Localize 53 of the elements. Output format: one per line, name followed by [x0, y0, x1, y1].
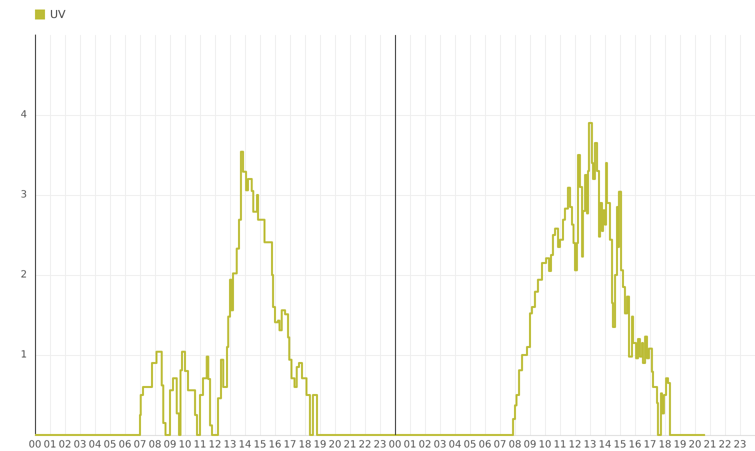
x-tick-label: 09 [524, 440, 536, 450]
x-tick-label: 06 [118, 440, 132, 450]
x-tick-label: 11 [554, 440, 566, 450]
x-tick-label: 02 [58, 440, 72, 450]
y-tick-label: 3 [20, 190, 27, 200]
x-tick-label: 03 [434, 440, 446, 450]
x-tick-label: 16 [628, 440, 642, 450]
x-tick-label: 14 [598, 440, 612, 450]
x-tick-label: 22 [358, 440, 372, 450]
y-tick-label: 2 [20, 270, 27, 280]
x-tick-label: 01 [404, 440, 416, 450]
x-tick-label: 08 [148, 440, 162, 450]
x-tick-label: 20 [328, 440, 342, 450]
x-tick-label: 07 [134, 440, 146, 450]
x-tick-label: 10 [538, 440, 552, 450]
x-tick-label: 11 [194, 440, 206, 450]
x-tick-label: 12 [568, 440, 582, 450]
x-tick-label: 19 [674, 440, 686, 450]
x-tick-label: 23 [374, 440, 386, 450]
x-tick-label: 06 [478, 440, 492, 450]
x-tick-label: 12 [208, 440, 222, 450]
x-tick-label: 00 [28, 440, 42, 450]
x-tick-label: 01 [44, 440, 56, 450]
x-tick-label: 17 [644, 440, 656, 450]
x-tick-label: 15 [254, 440, 266, 450]
x-tick-label: 00 [388, 440, 402, 450]
y-tick-label: 4 [20, 110, 27, 120]
x-tick-label: 21 [344, 440, 356, 450]
x-tick-label: 18 [658, 440, 672, 450]
x-tick-label: 04 [88, 440, 102, 450]
x-tick-label: 03 [74, 440, 86, 450]
x-tick-label: 02 [418, 440, 432, 450]
legend-label: UV [50, 8, 66, 21]
x-tick-label: 05 [464, 440, 476, 450]
x-tick-label: 19 [314, 440, 326, 450]
x-tick-label: 14 [238, 440, 252, 450]
x-tick-label: 18 [298, 440, 312, 450]
y-tick-label: 1 [20, 350, 27, 360]
x-tick-label: 09 [164, 440, 176, 450]
x-tick-label: 23 [734, 440, 746, 450]
x-tick-label: 20 [688, 440, 702, 450]
x-tick-label: 07 [494, 440, 506, 450]
x-tick-label: 10 [178, 440, 192, 450]
x-tick-label: 13 [584, 440, 596, 450]
x-tick-label: 22 [718, 440, 732, 450]
x-tick-label: 08 [508, 440, 522, 450]
x-tick-label: 15 [614, 440, 626, 450]
x-tick-label: 17 [284, 440, 296, 450]
x-tick-label: 04 [448, 440, 462, 450]
x-tick-label: 05 [104, 440, 116, 450]
x-tick-label: 16 [268, 440, 282, 450]
x-tick-label: 13 [224, 440, 236, 450]
x-tick-label: 21 [704, 440, 716, 450]
